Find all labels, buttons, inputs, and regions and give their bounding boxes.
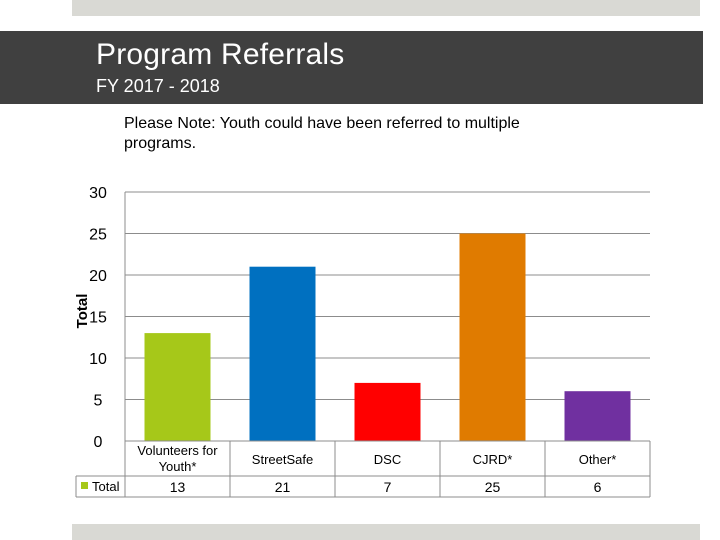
bar	[459, 233, 526, 441]
y-tick-label: 20	[89, 268, 107, 285]
x-category-label: Youth*	[159, 459, 197, 474]
y-tick-label: 30	[89, 185, 107, 202]
y-tick-label: 10	[89, 351, 107, 368]
y-tick-label: 25	[89, 227, 107, 244]
bar	[144, 333, 211, 441]
data-label: 25	[485, 479, 501, 495]
x-category-label: StreetSafe	[252, 452, 313, 467]
bar	[249, 266, 316, 441]
x-category-label: CJRD*	[473, 452, 513, 467]
page-title: Program Referrals	[96, 38, 345, 71]
legend-key	[81, 482, 88, 489]
bar	[564, 391, 631, 441]
y-axis-title: Total	[74, 294, 91, 329]
data-label: 6	[594, 479, 602, 495]
bar	[354, 382, 421, 441]
data-label: 21	[275, 479, 291, 495]
x-category-label: Volunteers for	[137, 443, 218, 458]
x-category-label: DSC	[374, 452, 401, 467]
y-tick-label: 15	[89, 310, 107, 327]
note-text: Please Note: Youth could have been refer…	[124, 115, 520, 152]
x-category-label: Other*	[579, 452, 617, 467]
legend-label: Total	[92, 479, 120, 494]
data-label: 13	[170, 479, 186, 495]
y-tick-label: 0	[94, 434, 103, 451]
top-decor-strip	[72, 0, 700, 16]
title-band	[0, 31, 703, 104]
bottom-decor-strip	[72, 524, 700, 540]
data-label: 7	[384, 479, 392, 495]
y-tick-label: 5	[94, 393, 103, 410]
page-subtitle: FY 2017 - 2018	[96, 76, 220, 96]
